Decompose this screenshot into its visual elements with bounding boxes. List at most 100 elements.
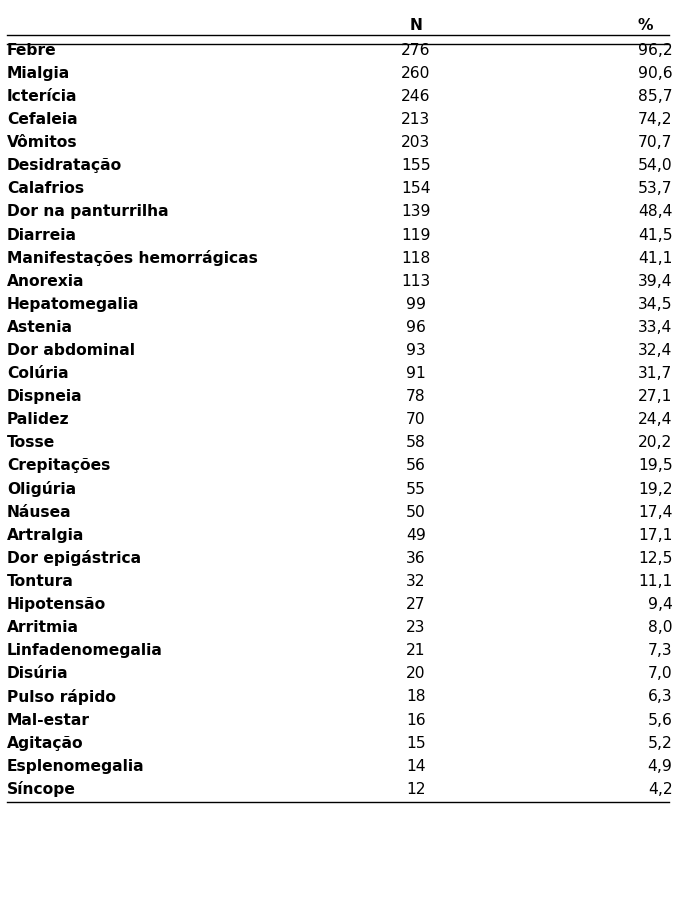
Text: 85,7: 85,7 bbox=[638, 89, 673, 104]
Text: 50: 50 bbox=[406, 505, 426, 519]
Text: Dor epigástrica: Dor epigástrica bbox=[7, 551, 141, 566]
Text: 96: 96 bbox=[406, 320, 426, 335]
Text: 96,2: 96,2 bbox=[638, 43, 673, 58]
Text: Febre: Febre bbox=[7, 43, 56, 58]
Text: Tontura: Tontura bbox=[7, 574, 74, 589]
Text: 139: 139 bbox=[401, 205, 431, 219]
Text: Colúria: Colúria bbox=[7, 366, 68, 381]
Text: Mal-estar: Mal-estar bbox=[7, 712, 90, 728]
Text: 12: 12 bbox=[406, 782, 425, 797]
Text: 49: 49 bbox=[406, 528, 426, 543]
Text: 55: 55 bbox=[406, 481, 426, 497]
Text: 74,2: 74,2 bbox=[638, 112, 673, 127]
Text: 48,4: 48,4 bbox=[638, 205, 673, 219]
Text: 20: 20 bbox=[406, 666, 425, 681]
Text: Dor na panturrilha: Dor na panturrilha bbox=[7, 205, 168, 219]
Text: 99: 99 bbox=[406, 297, 426, 312]
Text: Agitação: Agitação bbox=[7, 736, 83, 750]
Text: 53,7: 53,7 bbox=[638, 182, 673, 196]
Text: 19,2: 19,2 bbox=[638, 481, 673, 497]
Text: 31,7: 31,7 bbox=[638, 366, 673, 381]
Text: 14: 14 bbox=[406, 759, 426, 774]
Text: 23: 23 bbox=[406, 620, 425, 635]
Text: Oligúria: Oligúria bbox=[7, 481, 76, 497]
Text: Dor abdominal: Dor abdominal bbox=[7, 343, 135, 358]
Text: 78: 78 bbox=[406, 389, 426, 404]
Text: Calafrios: Calafrios bbox=[7, 182, 84, 196]
Text: 33,4: 33,4 bbox=[638, 320, 673, 335]
Text: Anorexia: Anorexia bbox=[7, 274, 85, 289]
Text: 91: 91 bbox=[406, 366, 426, 381]
Text: 70,7: 70,7 bbox=[638, 135, 673, 150]
Text: Hepatomegalia: Hepatomegalia bbox=[7, 297, 139, 312]
Text: 154: 154 bbox=[401, 182, 431, 196]
Text: 90,6: 90,6 bbox=[638, 66, 673, 81]
Text: Arritmia: Arritmia bbox=[7, 620, 79, 635]
Text: 27: 27 bbox=[406, 597, 426, 612]
Text: 119: 119 bbox=[401, 227, 431, 243]
Text: Manifestações hemorrágicas: Manifestações hemorrágicas bbox=[7, 250, 258, 266]
Text: Síncope: Síncope bbox=[7, 782, 76, 797]
Text: 8,0: 8,0 bbox=[648, 620, 673, 635]
Text: Dispneia: Dispneia bbox=[7, 389, 82, 404]
Text: %: % bbox=[638, 18, 653, 33]
Text: 18: 18 bbox=[406, 689, 425, 705]
Text: Crepitações: Crepitações bbox=[7, 458, 110, 474]
Text: Palidez: Palidez bbox=[7, 413, 70, 427]
Text: 70: 70 bbox=[406, 413, 426, 427]
Text: Vômitos: Vômitos bbox=[7, 135, 77, 150]
Text: 17,4: 17,4 bbox=[638, 505, 673, 519]
Text: N: N bbox=[409, 18, 422, 33]
Text: 19,5: 19,5 bbox=[638, 458, 673, 474]
Text: 6,3: 6,3 bbox=[648, 689, 673, 705]
Text: 9,4: 9,4 bbox=[648, 597, 673, 612]
Text: 15: 15 bbox=[406, 736, 426, 750]
Text: 4,9: 4,9 bbox=[648, 759, 673, 774]
Text: 213: 213 bbox=[401, 112, 431, 127]
Text: 155: 155 bbox=[401, 158, 431, 173]
Text: Pulso rápido: Pulso rápido bbox=[7, 689, 116, 705]
Text: 113: 113 bbox=[401, 274, 431, 289]
Text: 246: 246 bbox=[401, 89, 431, 104]
Text: 260: 260 bbox=[401, 66, 431, 81]
Text: Icterícia: Icterícia bbox=[7, 89, 77, 104]
Text: 24,4: 24,4 bbox=[638, 413, 673, 427]
Text: 93: 93 bbox=[406, 343, 426, 358]
Text: 16: 16 bbox=[406, 712, 426, 728]
Text: Hipotensão: Hipotensão bbox=[7, 597, 106, 612]
Text: 54,0: 54,0 bbox=[638, 158, 673, 173]
Text: 203: 203 bbox=[401, 135, 431, 150]
Text: Diarreia: Diarreia bbox=[7, 227, 77, 243]
Text: Mialgia: Mialgia bbox=[7, 66, 70, 81]
Text: Disúria: Disúria bbox=[7, 666, 68, 681]
Text: 17,1: 17,1 bbox=[638, 528, 673, 543]
Text: 56: 56 bbox=[406, 458, 426, 474]
Text: 34,5: 34,5 bbox=[638, 297, 673, 312]
Text: 27,1: 27,1 bbox=[638, 389, 673, 404]
Text: 118: 118 bbox=[401, 250, 431, 266]
Text: 276: 276 bbox=[401, 43, 431, 58]
Text: 7,3: 7,3 bbox=[648, 644, 673, 658]
Text: Artralgia: Artralgia bbox=[7, 528, 84, 543]
Text: 20,2: 20,2 bbox=[638, 436, 673, 450]
Text: 41,1: 41,1 bbox=[638, 250, 673, 266]
Text: 12,5: 12,5 bbox=[638, 551, 673, 566]
Text: 58: 58 bbox=[406, 436, 426, 450]
Text: 36: 36 bbox=[406, 551, 426, 566]
Text: 39,4: 39,4 bbox=[638, 274, 673, 289]
Text: 7,0: 7,0 bbox=[648, 666, 673, 681]
Text: Tosse: Tosse bbox=[7, 436, 55, 450]
Text: 41,5: 41,5 bbox=[638, 227, 673, 243]
Text: 32,4: 32,4 bbox=[638, 343, 673, 358]
Text: Náusea: Náusea bbox=[7, 505, 72, 519]
Text: 4,2: 4,2 bbox=[648, 782, 673, 797]
Text: Linfadenomegalia: Linfadenomegalia bbox=[7, 644, 163, 658]
Text: 32: 32 bbox=[406, 574, 425, 589]
Text: Esplenomegalia: Esplenomegalia bbox=[7, 759, 145, 774]
Text: 5,6: 5,6 bbox=[648, 712, 673, 728]
Text: Astenia: Astenia bbox=[7, 320, 73, 335]
Text: 21: 21 bbox=[406, 644, 425, 658]
Text: Desidratação: Desidratação bbox=[7, 158, 122, 173]
Text: 11,1: 11,1 bbox=[638, 574, 673, 589]
Text: 5,2: 5,2 bbox=[648, 736, 673, 750]
